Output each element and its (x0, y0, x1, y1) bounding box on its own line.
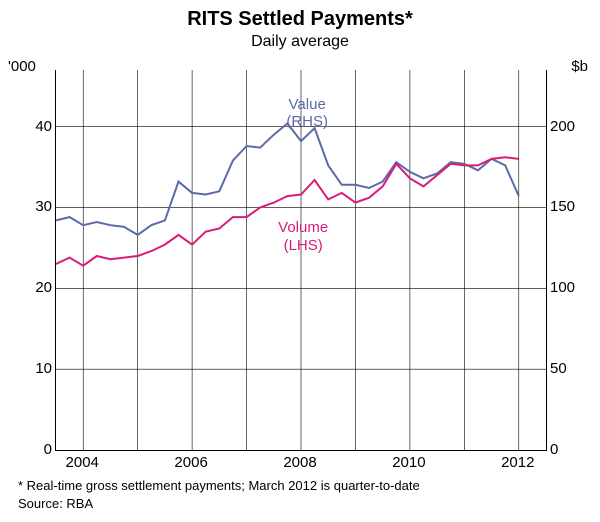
chart-subtitle: Daily average (0, 33, 600, 51)
y-tick-right: 200 (550, 118, 575, 135)
y-tick-left: 10 (12, 360, 52, 377)
y-tick-left: 20 (12, 279, 52, 296)
chart-container: RITS Settled Payments* Daily average '00… (0, 0, 600, 522)
x-tick: 2010 (392, 454, 425, 471)
right-axis-label: $b (571, 58, 588, 75)
series-label: Volume(LHS) (278, 219, 328, 254)
chart-title: RITS Settled Payments* (0, 0, 600, 31)
y-tick-right: 150 (550, 198, 575, 215)
x-tick: 2008 (283, 454, 316, 471)
x-tick: 2006 (174, 454, 207, 471)
y-tick-right: 100 (550, 279, 575, 296)
y-tick-right: 0 (550, 441, 558, 458)
y-tick-left: 40 (12, 118, 52, 135)
y-tick-left: 0 (12, 441, 52, 458)
y-tick-right: 50 (550, 360, 567, 377)
series-value-rhs- (56, 123, 519, 234)
y-tick-left: 30 (12, 198, 52, 215)
series-label: Value(RHS) (286, 96, 328, 131)
footnote-2: Source: RBA (18, 496, 93, 511)
left-axis-label: '000 (8, 58, 36, 75)
footnote-1: * Real-time gross settlement payments; M… (18, 478, 420, 493)
x-tick: 2004 (66, 454, 99, 471)
x-tick: 2012 (501, 454, 534, 471)
